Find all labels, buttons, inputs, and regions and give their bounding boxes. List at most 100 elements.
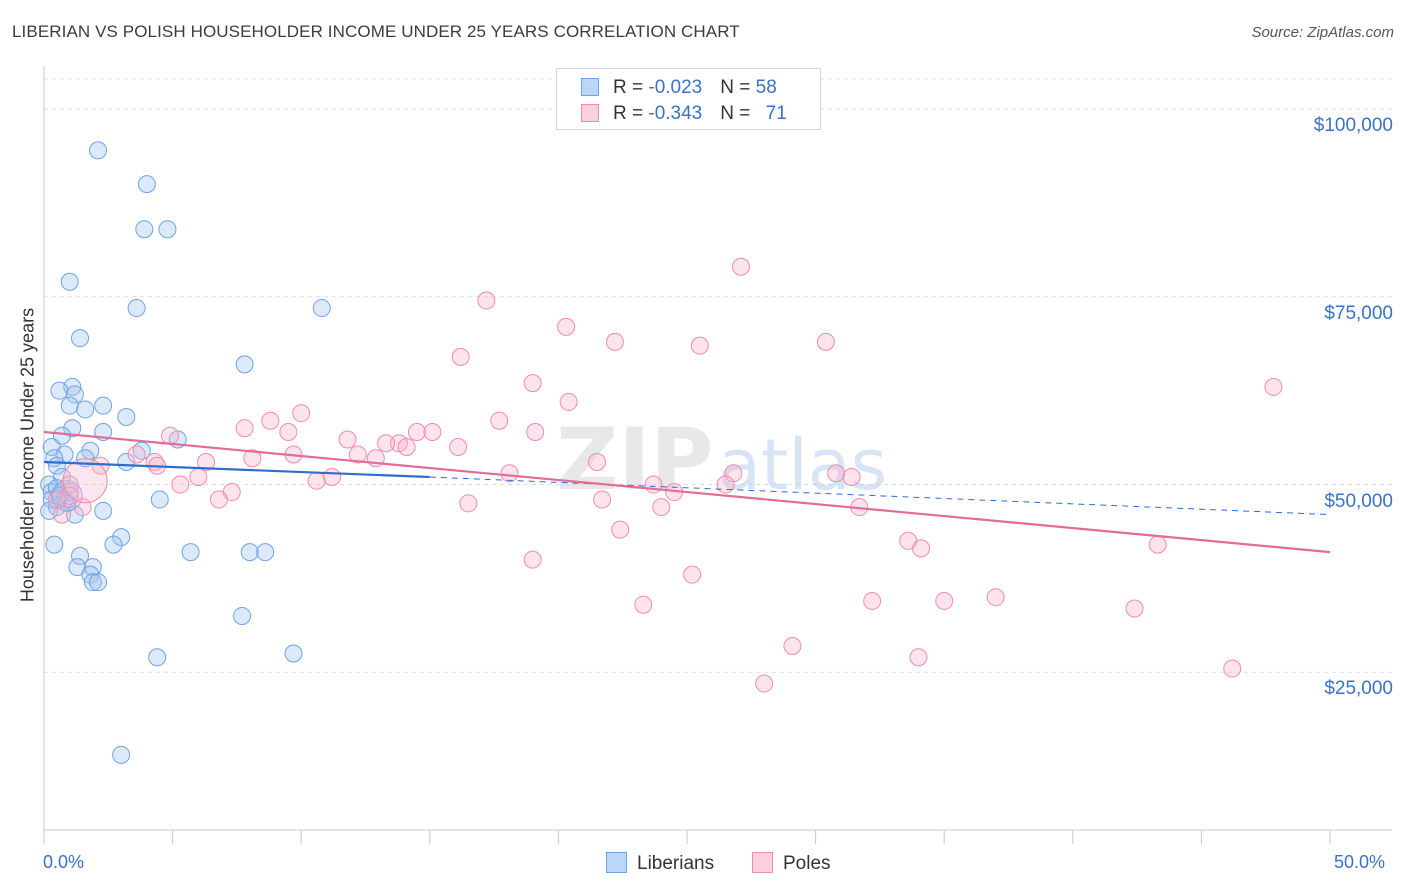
poles-point xyxy=(53,505,72,524)
watermark: ZIP atlas xyxy=(556,410,887,510)
chart-title: LIBERIAN VS POLISH HOUSEHOLDER INCOME UN… xyxy=(12,22,740,41)
poles-point xyxy=(292,404,311,423)
poles-point xyxy=(397,437,416,456)
liberians-point xyxy=(150,490,169,509)
r-value-poles: -0.343 xyxy=(648,103,703,124)
poles-point xyxy=(611,520,630,539)
liberians-point xyxy=(233,606,252,625)
poles-point xyxy=(1125,599,1144,618)
x-tick-label-max: 50.0% xyxy=(1334,852,1386,872)
poles-point xyxy=(197,453,216,472)
poles-point xyxy=(690,336,709,355)
poles-point xyxy=(587,453,606,472)
poles-legend-label: Poles xyxy=(783,853,831,874)
poles-point xyxy=(827,464,846,483)
n-label: N = xyxy=(720,103,756,124)
liberians-point xyxy=(50,381,69,400)
stats-legend: R = -0.023 N = 58 R = -0.343 N = 71 xyxy=(556,68,821,130)
poles-point xyxy=(127,445,146,464)
poles-point xyxy=(235,419,254,438)
liberians-point xyxy=(235,355,254,374)
poles-point xyxy=(842,468,861,487)
poles-point xyxy=(557,317,576,336)
liberians-point xyxy=(137,175,156,194)
poles-point xyxy=(490,411,509,430)
poles-point xyxy=(732,257,751,276)
y-axis-label: Householder Income Under 25 years xyxy=(17,307,38,603)
liberians-point xyxy=(135,220,154,239)
poles-point xyxy=(209,490,228,509)
poles-point xyxy=(423,422,442,441)
poles-point xyxy=(816,332,835,351)
poles-point xyxy=(459,494,478,513)
poles-point xyxy=(500,464,519,483)
poles-point xyxy=(559,392,578,411)
poles-point xyxy=(912,539,931,558)
liberians-point xyxy=(284,644,303,663)
liberians-point xyxy=(60,396,79,415)
poles-point xyxy=(935,591,954,610)
poles-point xyxy=(307,471,326,490)
liberians-point xyxy=(89,141,108,160)
liberians-point xyxy=(89,573,108,592)
liberians-legend-label: Liberians xyxy=(637,853,715,874)
poles-point xyxy=(261,411,280,430)
liberians-point xyxy=(63,419,82,438)
trend-line-poles xyxy=(43,430,1331,554)
r-value-liberians: -0.023 xyxy=(648,77,703,98)
poles-point xyxy=(634,595,653,614)
liberians-point xyxy=(112,528,131,547)
liberians-point xyxy=(104,535,123,554)
poles-point xyxy=(449,437,468,456)
liberians-point xyxy=(256,543,275,562)
poles-point xyxy=(716,475,735,494)
liberians-point xyxy=(240,543,259,562)
poles-point xyxy=(47,490,66,509)
poles-point xyxy=(683,565,702,584)
liberians-point xyxy=(127,299,146,318)
poles-point xyxy=(909,648,928,667)
axes xyxy=(43,66,1392,844)
poles-point xyxy=(323,468,342,487)
legend-row-liberians: R = -0.023 N = 58 xyxy=(581,77,777,101)
poles-point xyxy=(171,475,190,494)
liberians-point xyxy=(53,426,72,445)
poles-point xyxy=(243,449,262,468)
source-credit: Source: ZipAtlas.com xyxy=(1251,24,1394,41)
liberians-point xyxy=(65,385,84,404)
liberians-point xyxy=(94,501,113,520)
poles-point xyxy=(477,291,496,310)
poles-point-cluster xyxy=(62,458,108,504)
liberians-point xyxy=(71,329,90,348)
y-tick-label: $75,000 xyxy=(1324,302,1393,324)
poles-legend-swatch xyxy=(752,852,773,873)
liberians-point xyxy=(158,220,177,239)
poles-point xyxy=(1264,377,1283,396)
trend-lines xyxy=(43,430,1331,554)
x-tick-label-min: 0.0% xyxy=(43,852,85,872)
poles-point xyxy=(523,374,542,393)
liberians-swatch xyxy=(581,78,599,96)
r-label: R = xyxy=(613,103,649,124)
liberians-point xyxy=(181,543,200,562)
series-poles xyxy=(47,257,1283,693)
n-value-liberians: 58 xyxy=(755,77,777,98)
poles-point xyxy=(863,591,882,610)
r-label: R = xyxy=(613,77,649,98)
n-value-poles: 71 xyxy=(765,103,787,124)
watermark-atlas: atlas xyxy=(718,424,887,506)
poles-point xyxy=(1148,535,1167,554)
legend-item-liberians: Liberians xyxy=(606,852,714,875)
poles-point xyxy=(338,430,357,449)
liberians-point xyxy=(76,400,95,419)
liberians-point xyxy=(45,535,64,554)
liberians-point xyxy=(83,573,102,592)
liberians-point xyxy=(112,745,131,764)
poles-point xyxy=(526,422,545,441)
poles-point xyxy=(451,347,470,366)
liberians-point xyxy=(148,648,167,667)
liberians-point xyxy=(60,272,79,291)
liberians-point xyxy=(71,546,90,565)
poles-point xyxy=(1223,659,1242,678)
poles-point xyxy=(279,422,298,441)
